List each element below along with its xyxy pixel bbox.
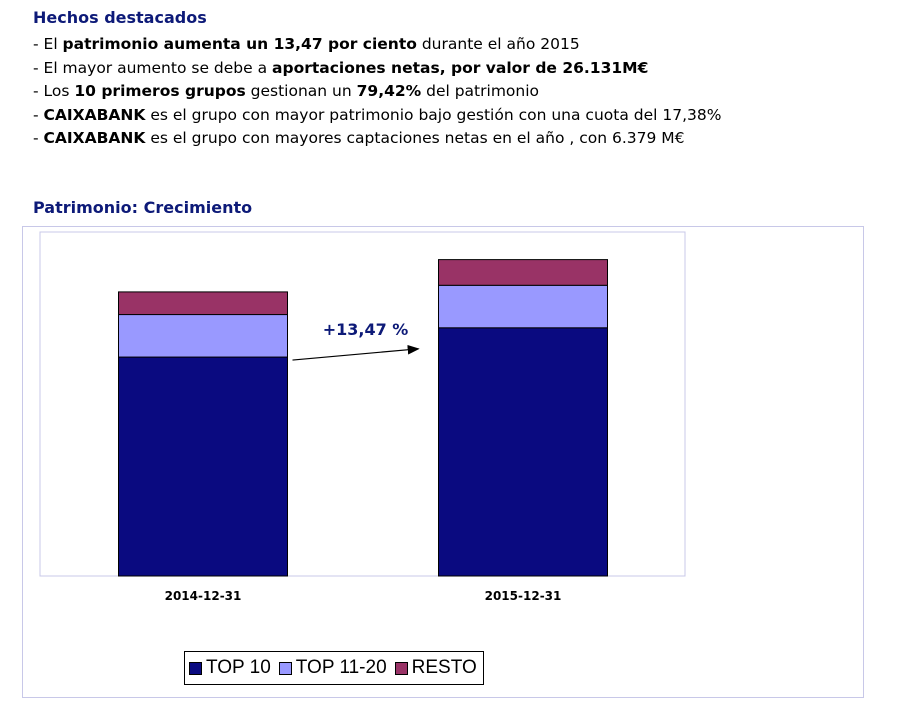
highlight-text: - El mayor aumento se debe a bbox=[33, 58, 273, 77]
highlights-title: Hechos destacados bbox=[33, 8, 207, 27]
legend-label: TOP 10 bbox=[206, 657, 271, 678]
highlight-item: - El patrimonio aumenta un 13,47 por cie… bbox=[33, 33, 721, 57]
highlight-text: durante el año 2015 bbox=[416, 35, 580, 53]
highlight-emphasis: patrimonio aumenta un 13,47 por ciento bbox=[62, 35, 417, 53]
highlight-text: es el grupo con mayores captaciones neta… bbox=[145, 129, 685, 147]
legend-swatch bbox=[394, 661, 408, 675]
highlight-item: - Los 10 primeros grupos gestionan un 79… bbox=[33, 80, 721, 104]
highlight-text: es el grupo con mayor patrimonio bajo ge… bbox=[145, 105, 722, 124]
stacked-bar-chart: 2014-12-31 2015-12-31 +13,47 % bbox=[39, 231, 686, 603]
legend-item: RESTO bbox=[394, 657, 477, 679]
bar-segment-top-10-1 bbox=[438, 327, 608, 577]
category-label: 2014-12-31 bbox=[165, 589, 242, 603]
chart-title: Patrimonio: Crecimiento bbox=[33, 198, 253, 217]
highlight-text: del patrimonio bbox=[421, 82, 540, 100]
highlight-text: - bbox=[33, 105, 44, 124]
legend-label: TOP 11-20 bbox=[295, 657, 387, 678]
highlight-emphasis: 79,42% bbox=[356, 82, 422, 100]
highlight-emphasis: CAIXABANK bbox=[43, 129, 146, 147]
bar-segment-top-11-20-1 bbox=[438, 284, 608, 329]
highlight-text: gestionan un bbox=[245, 82, 357, 100]
highlight-item: - CAIXABANK es el grupo con mayores capt… bbox=[33, 127, 721, 151]
chart-legend: TOP 10 TOP 11-20 RESTO bbox=[184, 651, 484, 685]
highlight-text: - bbox=[33, 129, 44, 147]
bar-segment-resto-1 bbox=[438, 259, 608, 286]
legend-swatch bbox=[278, 661, 292, 675]
legend-item: TOP 11-20 bbox=[278, 657, 387, 679]
highlights-list: - El patrimonio aumenta un 13,47 por cie… bbox=[33, 33, 721, 151]
bar-segment-top-11-20-0 bbox=[118, 314, 288, 358]
highlight-emphasis: aportaciones netas, por valor de 26.131M… bbox=[272, 58, 649, 77]
highlight-emphasis: CAIXABANK bbox=[43, 105, 146, 124]
highlight-text: - El bbox=[33, 35, 63, 53]
highlight-text: - Los bbox=[33, 82, 75, 100]
highlight-item: - El mayor aumento se debe a aportacione… bbox=[33, 57, 721, 81]
legend-item: TOP 10 bbox=[189, 657, 271, 679]
growth-label: +13,47 % bbox=[323, 320, 409, 339]
highlight-emphasis: 10 primeros grupos bbox=[74, 82, 246, 100]
bar-segment-resto-0 bbox=[118, 291, 288, 316]
chart-frame: 2014-12-31 2015-12-31 +13,47 % bbox=[22, 226, 864, 698]
growth-arrow bbox=[292, 344, 420, 361]
legend-swatch bbox=[189, 661, 202, 675]
legend-label: RESTO bbox=[411, 657, 477, 678]
highlight-item: - CAIXABANK es el grupo con mayor patrim… bbox=[33, 104, 721, 128]
bar-segment-top-10-0 bbox=[118, 356, 288, 577]
category-label: 2015-12-31 bbox=[485, 589, 562, 603]
